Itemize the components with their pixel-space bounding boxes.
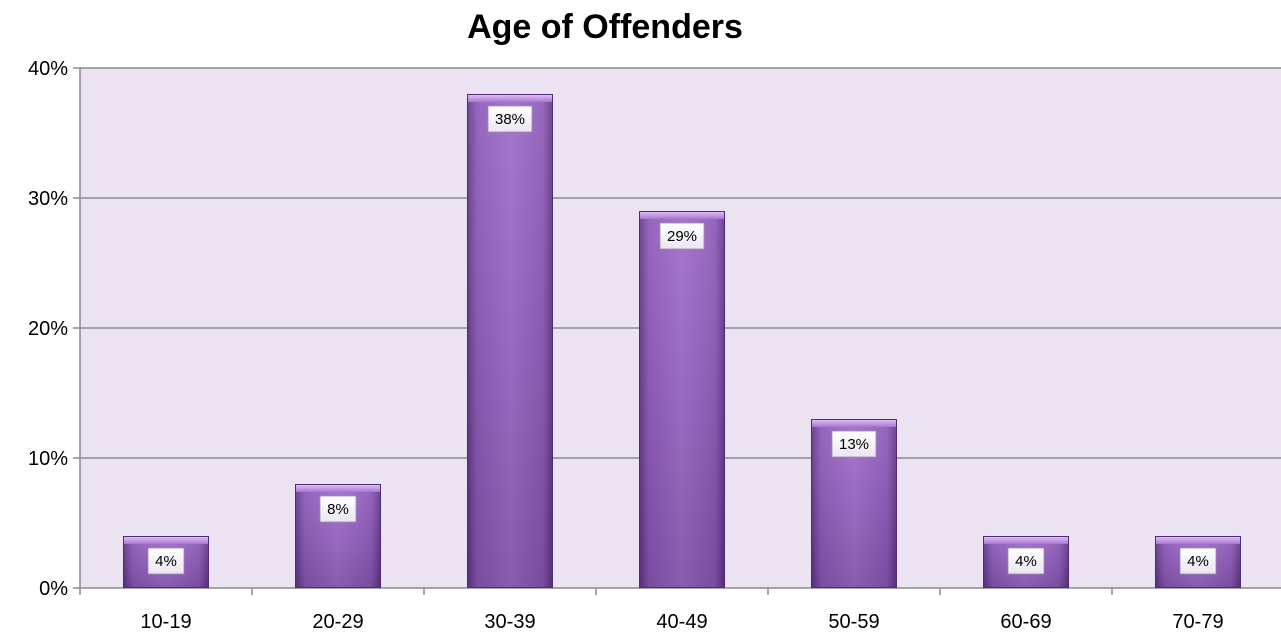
bar-outline (983, 536, 1069, 588)
bar-cap (811, 419, 897, 427)
bar (123, 536, 209, 588)
bar-outline (811, 419, 897, 588)
bar-cap (639, 211, 725, 219)
bar-outline (1155, 536, 1241, 588)
y-tick-label: 10% (28, 448, 68, 470)
bar-outline (123, 536, 209, 588)
bar-outline (467, 94, 553, 588)
data-label-text: 13% (839, 436, 869, 453)
x-tick-label: 70-79 (1172, 611, 1223, 633)
data-label-box (831, 430, 877, 458)
chart-title: Age of Offenders (467, 8, 743, 46)
bar-outline (639, 211, 725, 588)
x-tick-label: 30-39 (484, 611, 535, 633)
bar (467, 94, 553, 588)
data-label-text: 4% (1187, 553, 1209, 570)
axes: 0% 10% 20% 30% 40% 10-19 20-29 30-39 40-49 50-59 6… (28, 58, 1281, 633)
data-label-box (659, 222, 705, 250)
bar (811, 419, 897, 588)
y-tick-label: 20% (28, 318, 68, 340)
data-label: 38% (487, 105, 533, 133)
bar-cap (467, 94, 553, 102)
data-label-box (147, 547, 185, 575)
x-tick-label: 20-29 (312, 611, 363, 633)
data-label: 8% (319, 495, 357, 523)
bar-cap (123, 536, 209, 544)
data-label-text: 38% (495, 111, 525, 128)
data-label-box (319, 495, 357, 523)
data-label-text: 4% (1015, 553, 1037, 570)
y-tick-label: 30% (28, 188, 68, 210)
data-label-text: 8% (327, 501, 349, 518)
y-tick-label: 40% (28, 58, 68, 80)
bar (295, 484, 381, 588)
bar-cap (1155, 536, 1241, 544)
data-label: 29% (659, 222, 705, 250)
bar-cap (295, 484, 381, 492)
y-tick-label: 0% (39, 578, 68, 600)
data-label: 4% (1179, 547, 1217, 575)
data-labels: 4% 8% 38% 29% 13% 4% 4% (147, 105, 1217, 575)
x-tick-label: 50-59 (828, 611, 879, 633)
bar-shading (639, 211, 725, 588)
data-label-text: 4% (155, 553, 177, 570)
x-tick-label: 60-69 (1000, 611, 1051, 633)
data-label: 4% (147, 547, 185, 575)
data-label-box (1179, 547, 1217, 575)
x-tick-label: 10-19 (140, 611, 191, 633)
bar-shading (467, 94, 553, 588)
x-tick-label: 40-49 (656, 611, 707, 633)
data-label: 4% (1007, 547, 1045, 575)
bar-outline (295, 484, 381, 588)
data-label: 13% (831, 430, 877, 458)
bars (123, 94, 1241, 588)
bar-cap (983, 536, 1069, 544)
data-label-box (1007, 547, 1045, 575)
data-label-box (487, 105, 533, 133)
data-label-text: 29% (667, 228, 697, 245)
bar (639, 211, 725, 588)
